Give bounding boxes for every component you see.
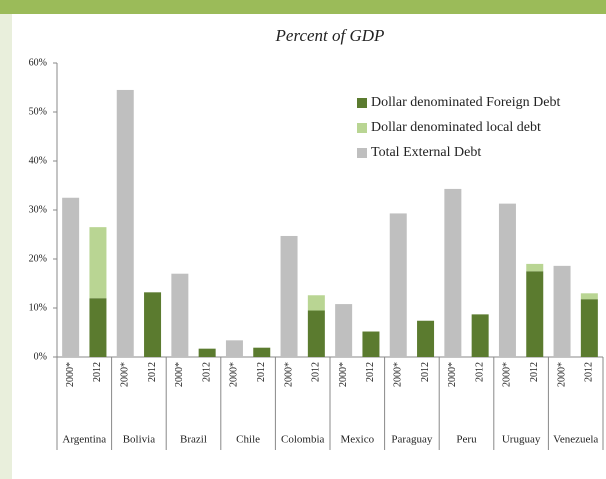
banner (0, 0, 606, 14)
bar (526, 263, 544, 272)
group-label: Brazil (180, 434, 207, 446)
bar (307, 310, 325, 357)
x-tick-label: 2000* (447, 362, 458, 387)
legend-label: Dollar denominated Foreign Debt (371, 95, 560, 110)
group-label: Paraguay (391, 434, 432, 446)
bar (198, 348, 216, 357)
legend-swatch (357, 123, 367, 133)
x-tick-label: 2012 (147, 362, 158, 382)
group-label: Colombia (281, 434, 325, 446)
chart-title: Percent of GDP (275, 26, 385, 45)
x-tick-label: 2000* (283, 362, 294, 387)
x-tick-label: 2012 (201, 362, 212, 382)
x-tick-label: 2000* (556, 362, 567, 387)
bar (307, 295, 325, 311)
bar (444, 188, 462, 357)
x-tick-label: 2000* (65, 362, 76, 387)
bar (280, 235, 298, 357)
x-tick-label: 2012 (529, 362, 540, 382)
legend-swatch (357, 98, 367, 108)
bar (580, 293, 598, 300)
x-tick-label: 2000* (393, 362, 404, 387)
bar (335, 304, 353, 357)
x-tick-label: 2000* (229, 362, 240, 387)
y-tick-label: 60% (29, 57, 47, 68)
y-tick-label: 20% (29, 253, 47, 264)
group-label: Bolivia (123, 434, 156, 446)
legend-label: Total External Debt (371, 145, 481, 160)
bar (471, 314, 489, 357)
bar (362, 331, 380, 357)
group-label: Venezuela (553, 434, 598, 446)
y-tick-label: 0% (34, 351, 47, 362)
bar (116, 89, 134, 357)
x-tick-label: 2012 (92, 362, 103, 382)
x-tick-label: 2000* (174, 362, 185, 387)
y-tick-label: 10% (29, 302, 47, 313)
group-label: Chile (236, 434, 260, 446)
group-label: Argentina (62, 434, 106, 446)
group-label: Uruguay (502, 434, 541, 446)
bar (498, 203, 516, 357)
x-tick-label: 2000* (120, 362, 131, 387)
bar (225, 340, 243, 357)
y-tick-label: 30% (29, 204, 47, 215)
x-tick-label: 2012 (311, 362, 322, 382)
bar (580, 299, 598, 357)
x-tick-label: 2012 (584, 362, 595, 382)
y-tick-label: 40% (29, 155, 47, 166)
x-tick-label: 2000* (338, 362, 349, 387)
bar (89, 298, 107, 357)
x-tick-label: 2012 (474, 362, 485, 382)
bar (553, 265, 571, 357)
y-tick-label: 50% (29, 106, 47, 117)
group-label: Mexico (340, 434, 374, 446)
bar (253, 347, 271, 357)
bar (62, 197, 80, 357)
x-tick-label: 2012 (420, 362, 431, 382)
legend-label: Dollar denominated local debt (371, 120, 541, 135)
bar (171, 273, 189, 357)
bar (144, 292, 162, 357)
bar (389, 213, 407, 357)
group-label: Peru (456, 434, 477, 446)
bar (417, 320, 435, 357)
x-tick-label: 2012 (365, 362, 376, 382)
x-tick-label: 2012 (256, 362, 267, 382)
bar (526, 271, 544, 357)
legend-swatch (357, 148, 367, 158)
bar (89, 227, 107, 299)
x-tick-label: 2000* (502, 362, 513, 387)
